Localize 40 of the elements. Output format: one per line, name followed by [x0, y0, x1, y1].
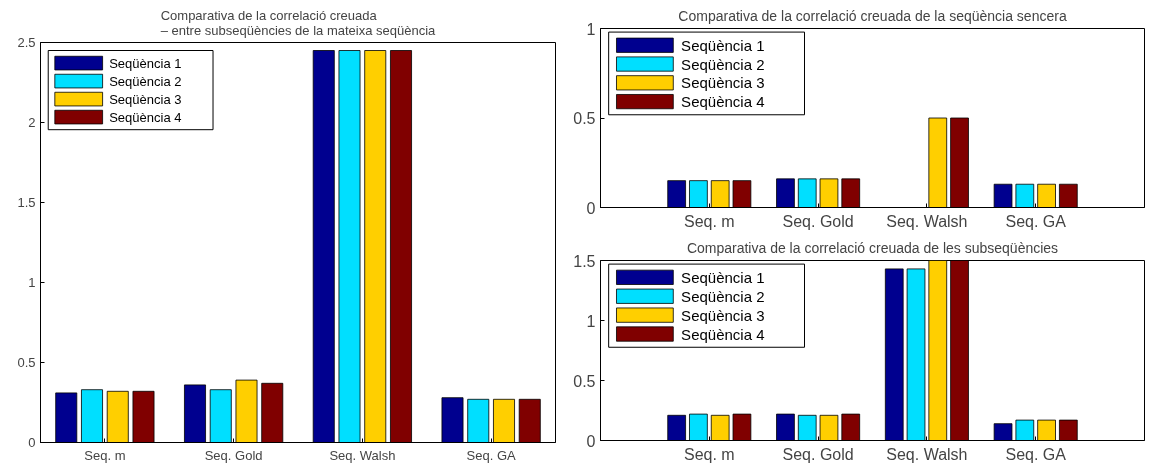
legend-label: Seqüència 3	[681, 306, 765, 324]
legend-label: Seqüència 3	[109, 91, 182, 107]
chart-title: Comparativa de la correlació creuada de les subseqüències	[686, 239, 1059, 256]
x-tick-label: Seq. m	[683, 445, 735, 463]
y-tick-label: 2.5	[17, 35, 36, 50]
y-tick-label: 2	[28, 115, 36, 130]
legend-label: Seqüència 1	[109, 55, 182, 71]
x-tick-label: Seq. m	[683, 212, 735, 230]
x-tick-label: Seq. Walsh	[886, 212, 968, 230]
y-tick-label: 0.5	[573, 372, 596, 390]
y-tick-label: 1.5	[17, 195, 36, 210]
legend-label: Seqüència 2	[681, 55, 765, 73]
y-tick-label: 1	[28, 275, 36, 290]
legend-label: Seqüència 2	[109, 73, 182, 89]
x-tick-label: Seq. Gold	[782, 445, 854, 463]
legend-label: Seqüència 4	[681, 93, 765, 111]
y-tick-label: 1.5	[573, 252, 596, 270]
y-tick-label: 0	[586, 199, 596, 217]
y-tick-label: 0.5	[573, 110, 596, 127]
legend-label: Seqüència 2	[681, 287, 765, 305]
x-tick-label: Seq. GA	[1005, 212, 1067, 230]
x-tick-label: Seq. Walsh	[886, 445, 968, 463]
y-tick-label: 0.5	[17, 355, 36, 370]
x-tick-label: Seq. Walsh	[329, 447, 396, 463]
y-tick-label: 1	[586, 20, 596, 38]
x-tick-label: Seq. GA	[466, 447, 517, 463]
chart-title: Comparativa de la correlació creuada – entre subseqüències de la mateixa seqüència	[160, 7, 437, 38]
y-tick-label: 1	[586, 312, 596, 330]
legend-label: Seqüència 1	[681, 268, 765, 286]
y-tick-label: 0	[28, 435, 36, 450]
y-tick-label: 0	[586, 432, 596, 450]
x-tick-label: Seq. GA	[1005, 445, 1067, 463]
chart-title: Comparativa de la correlació creuada de la seqüència sencera	[678, 7, 1067, 24]
legend-label: Seqüència 1	[681, 36, 765, 54]
x-tick-label: Seq. m	[84, 447, 126, 463]
x-tick-label: Seq. Gold	[782, 212, 854, 230]
x-tick-label: Seq. Gold	[204, 447, 263, 463]
legend-label: Seqüència 4	[109, 109, 182, 125]
legend-label: Seqüència 4	[681, 325, 765, 343]
legend-label: Seqüència 3	[681, 74, 765, 92]
